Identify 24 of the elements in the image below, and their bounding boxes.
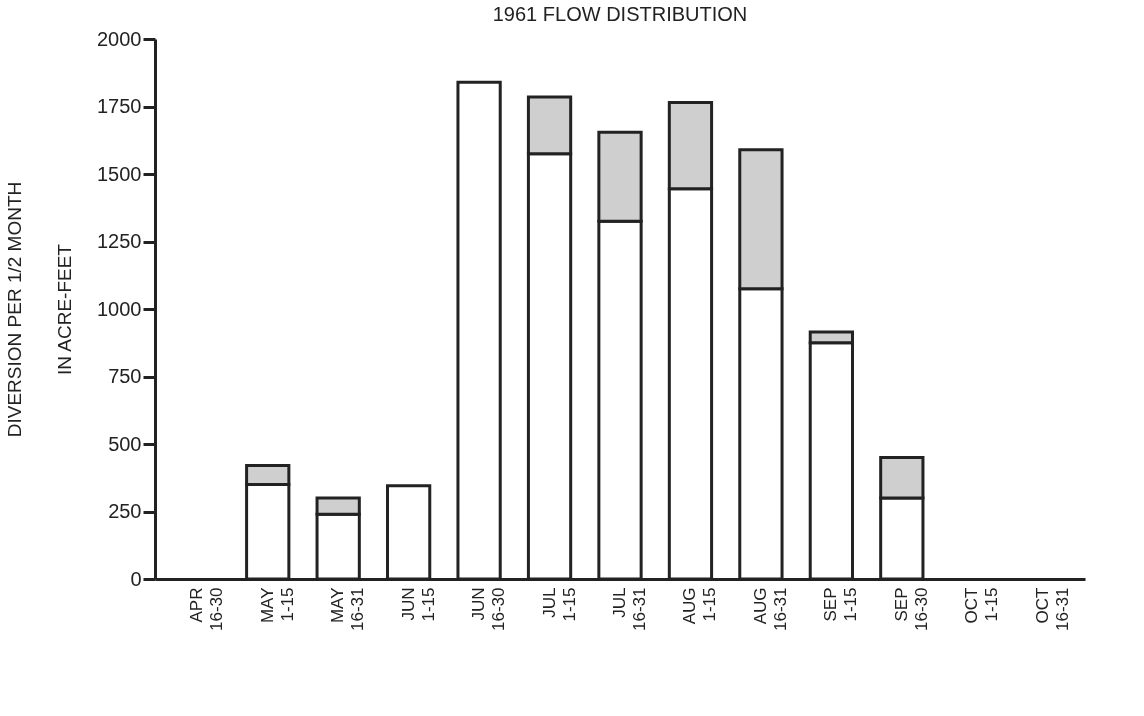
x-tick-label: APR 16-30 [187,587,227,631]
x-tick-label: JUL 16-31 [610,587,649,631]
x-tick-label: JUN 1-15 [398,587,438,622]
y-tick-label: 250 [108,500,142,522]
y-tick-label: 1250 [97,230,142,252]
y-tick-label: 1000 [97,297,142,320]
y-tick-label: 2000 [97,27,142,50]
text: DIVERSION PER 1/2 MONTH IN ACRE-FEET [4,181,76,438]
x-tick-label: MAY 1-15 [257,587,297,624]
y-tick-label: 0 [130,567,142,590]
y-tick-label: 500 [108,432,142,455]
x-tick-label: AUG 1-15 [680,587,720,625]
x-tick-label: SEP 1-15 [821,587,861,622]
y-tick-label: 750 [108,365,142,387]
x-tick-label: OCT 16-31 [1032,587,1072,631]
x-tick-label: AUG 16-31 [750,587,790,631]
x-tick-label: SEP 16-30 [891,587,931,631]
y-tick-label: 1750 [97,95,142,117]
y-tick-label: 1500 [97,162,142,185]
chart-title: 1961 FLOW DISTRIBUTION [492,3,748,25]
x-tick-label: OCT 1-15 [962,587,1002,624]
x-tick-label: MAY 16-31 [328,587,368,631]
x-tick-label: JUL 1-15 [539,587,579,622]
x-tick-label: JUN 16-30 [469,587,509,631]
